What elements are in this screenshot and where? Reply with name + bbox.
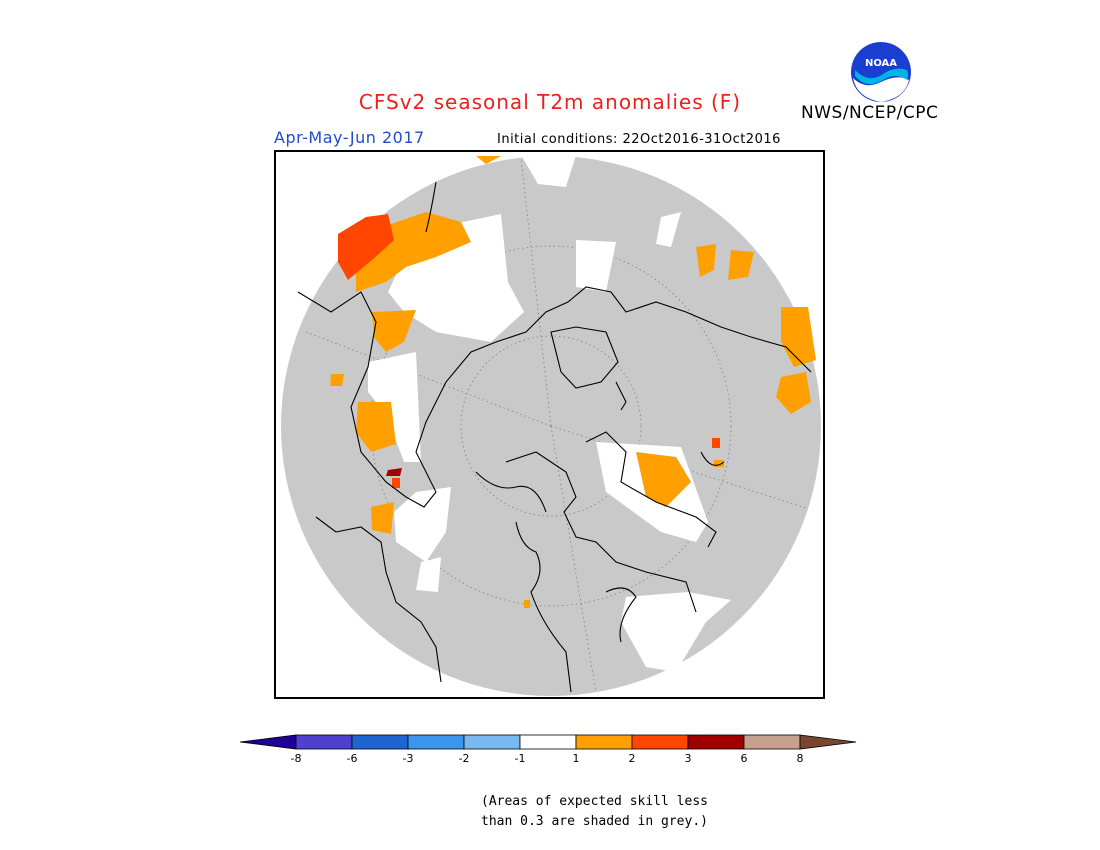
- colorbar-tick-label: -8: [290, 752, 302, 765]
- colorbar-bin: [631, 734, 689, 750]
- coastlines: [297, 181, 812, 693]
- colorbar-tick-label: -3: [402, 752, 414, 765]
- noaa-logo-text: NOAA: [865, 58, 897, 69]
- colorbar-tick-label: 2: [628, 752, 636, 765]
- anomaly-plus2-3: [338, 214, 720, 488]
- season-label: Apr-May-Jun 2017: [274, 128, 425, 147]
- skill-note-line-2: than 0.3 are shaded in grey.): [481, 814, 708, 829]
- colorbar-bin: [351, 734, 409, 750]
- colorbar-tick-label: 1: [572, 752, 580, 765]
- colorbar-bin: [743, 734, 801, 750]
- colorbar-bin: [295, 734, 353, 750]
- agency-label: NWS/NCEP/CPC: [801, 103, 939, 123]
- colorbar-tick-label: -1: [514, 752, 526, 765]
- colorbar-tick-label: -6: [346, 752, 358, 765]
- skill-note-line-1: (Areas of expected skill less: [481, 794, 708, 809]
- polar-map: [274, 150, 825, 699]
- colorbar-bin: [575, 734, 633, 750]
- colorbar-tick-label: 3: [684, 752, 692, 765]
- colorbar-bin: [463, 734, 521, 750]
- noaa-logo: NOAA: [849, 40, 913, 108]
- colorbar-tick-label: 8: [796, 752, 804, 765]
- colorbar-tick-label: 6: [740, 752, 748, 765]
- map-title: CFSv2 seasonal T2m anomalies (F): [358, 90, 742, 114]
- colorbar-tick-label: -2: [458, 752, 470, 765]
- colorbar-bin: [687, 734, 745, 750]
- colorbar: [239, 733, 862, 755]
- colorbar-bin: [239, 734, 297, 750]
- colorbar-bin: [407, 734, 465, 750]
- skill-note: (Areas of expected skill less than 0.3 a…: [481, 792, 708, 832]
- colorbar-bin: [799, 734, 857, 750]
- colorbar-bin: [519, 734, 577, 750]
- anomaly-plus3-6: [386, 468, 402, 476]
- initial-conditions-label: Initial conditions: 22Oct2016-31Oct2016: [497, 132, 781, 147]
